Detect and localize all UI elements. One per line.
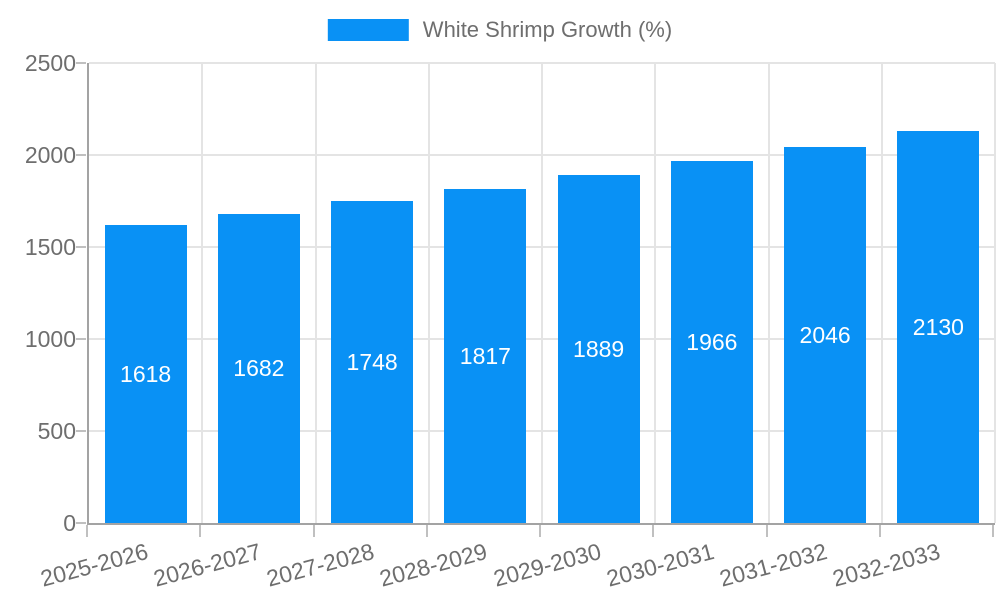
x-axis-category-label: 2025-2026: [37, 538, 151, 592]
legend-swatch-icon: [327, 19, 409, 41]
vertical-gridline: [880, 63, 883, 523]
bar-value-label: 2046: [799, 321, 851, 348]
bar-value-label: 2130: [912, 314, 964, 341]
bar: [444, 188, 527, 523]
legend-item[interactable]: White Shrimp Growth (%): [327, 17, 673, 43]
legend-label: White Shrimp Growth (%): [422, 17, 673, 42]
y-axis-tick: [76, 246, 86, 248]
x-axis-tick: [765, 525, 768, 537]
x-axis-tick: [312, 525, 315, 537]
y-axis-tick-label: 1000: [24, 326, 76, 352]
x-axis-category-label: 2027-2028: [263, 538, 377, 592]
y-axis-tick: [76, 62, 86, 64]
bar: [217, 213, 300, 523]
y-axis-tick: [76, 522, 86, 524]
bar: [557, 175, 640, 523]
x-axis-category-label: 2028-2029: [377, 538, 491, 592]
x-axis-tick: [86, 525, 88, 537]
vertical-gridline: [427, 63, 430, 523]
x-axis-tick: [539, 525, 541, 537]
x-axis-category-label: 2026-2027: [150, 538, 264, 592]
vertical-gridline: [994, 63, 996, 523]
vertical-gridline: [767, 63, 770, 523]
bar-value-label: 1748: [346, 349, 398, 376]
bar: [331, 201, 414, 523]
x-axis-category-label: 2030-2031: [603, 538, 717, 592]
bar: [670, 161, 753, 523]
x-axis-tick: [425, 525, 428, 537]
x-axis-tick: [992, 525, 994, 537]
y-axis-tick-label: 500: [37, 418, 76, 444]
vertical-gridline: [654, 63, 657, 523]
bar-value-label: 1966: [686, 329, 738, 356]
y-axis-tick-label: 2000: [24, 142, 76, 168]
bar-value-label: 1817: [459, 342, 511, 369]
y-axis-tick-label: 2500: [24, 50, 76, 76]
y-axis-tick-label: 1500: [24, 234, 76, 260]
x-axis-category-label: 2029-2030: [490, 538, 604, 592]
y-axis-tick: [76, 154, 86, 156]
bar-value-label: 1682: [233, 355, 285, 382]
y-axis-tick: [76, 338, 86, 340]
x-axis-category-label: 2032-2033: [830, 538, 944, 592]
vertical-gridline: [201, 63, 204, 523]
bar-value-label: 1889: [573, 336, 625, 363]
bar: [104, 225, 187, 523]
x-axis-tick: [199, 525, 202, 537]
y-axis-tick: [76, 430, 86, 432]
bar: [784, 146, 867, 523]
bar-value-label: 1618: [120, 361, 172, 388]
y-axis-tick-label: 0: [63, 510, 76, 536]
bar: [897, 131, 980, 523]
x-axis-category-label: 2031-2032: [716, 538, 830, 592]
plot-area: 1618 1682 1748 1817 1889 1966 2046 2130: [87, 62, 996, 525]
vertical-gridline: [314, 63, 317, 523]
vertical-gridline: [541, 63, 543, 523]
x-axis-tick: [652, 525, 655, 537]
x-axis-tick: [878, 525, 881, 537]
